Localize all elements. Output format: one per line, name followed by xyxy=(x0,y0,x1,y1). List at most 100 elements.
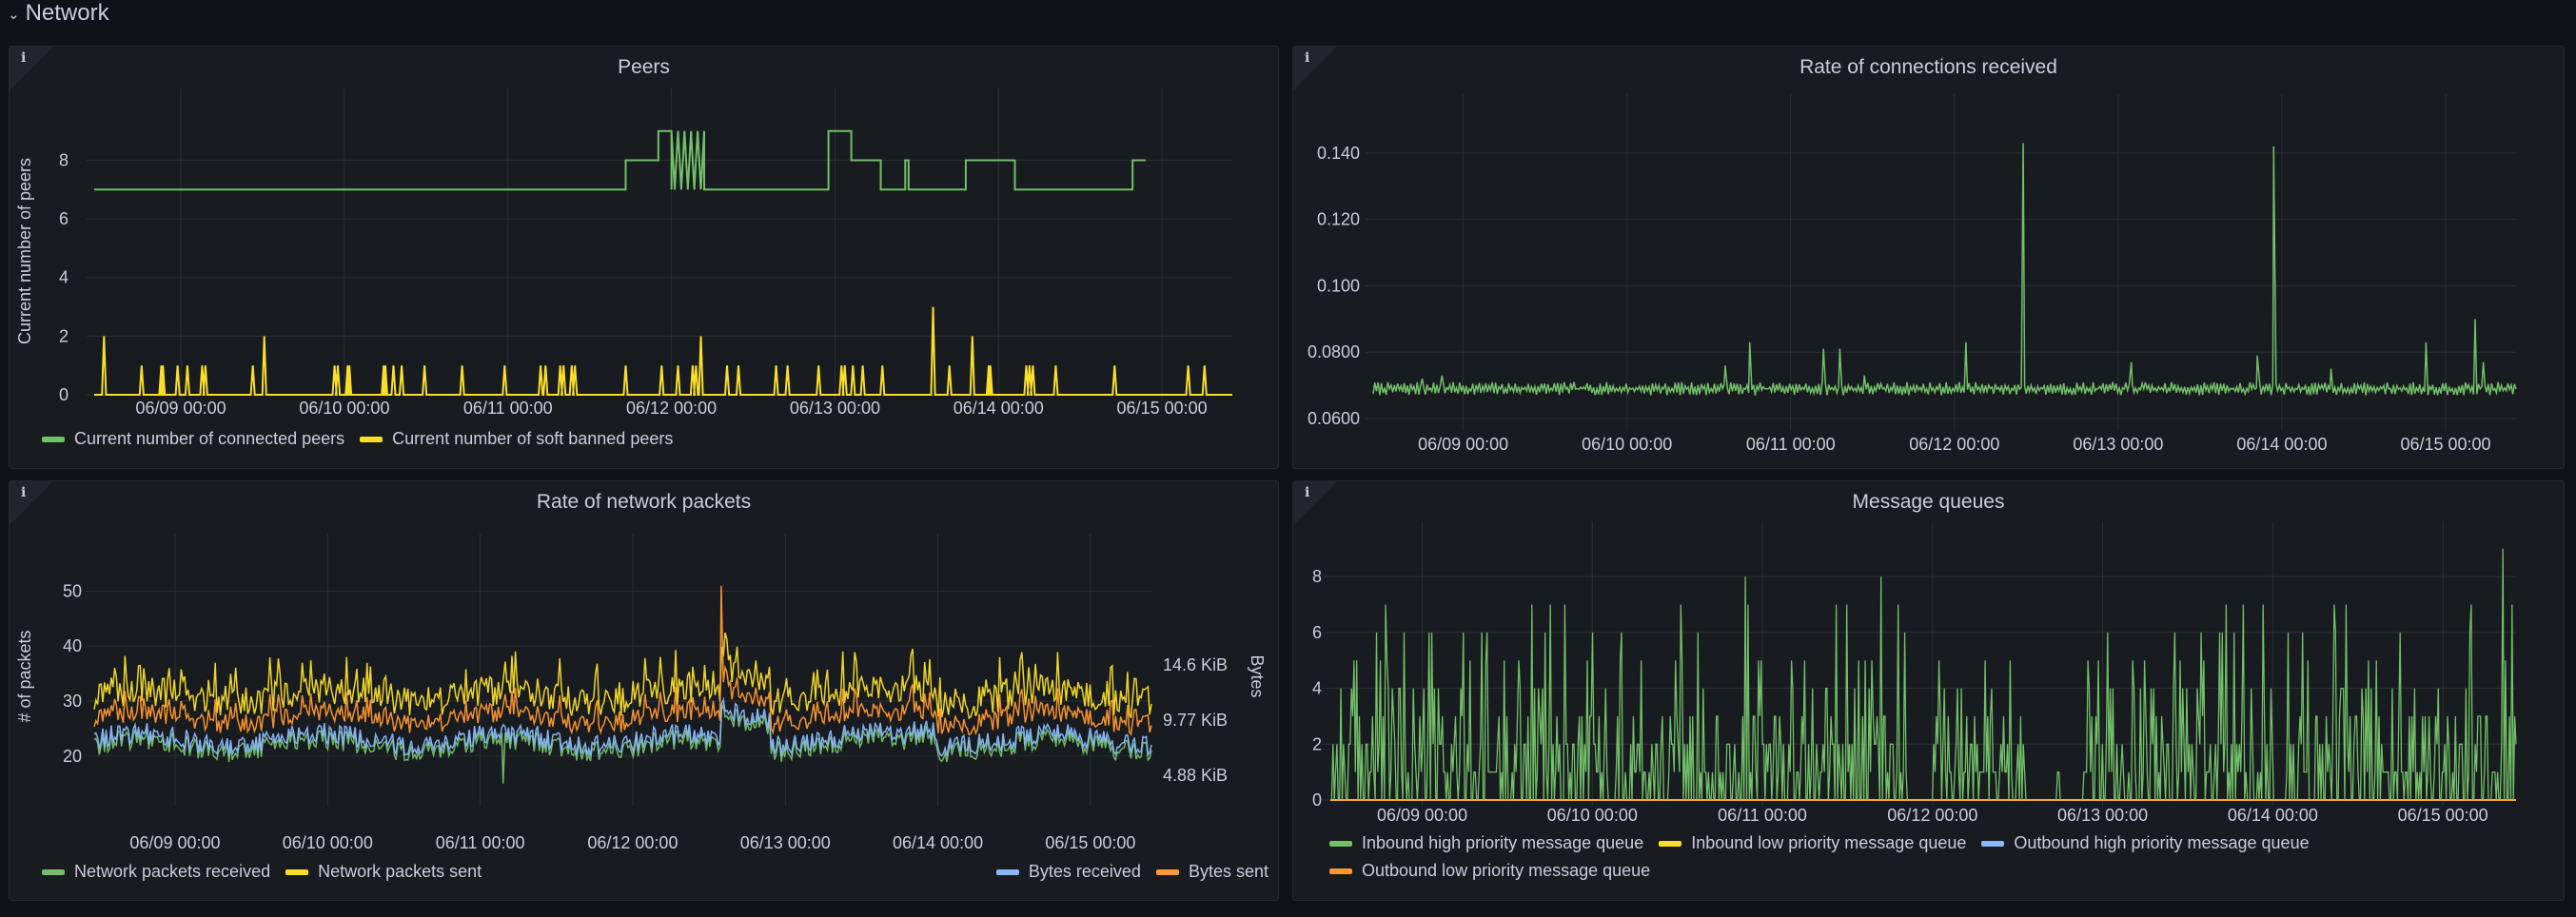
panel-corner xyxy=(1293,47,1337,90)
legend: Current number of connected peers Curren… xyxy=(42,429,673,449)
legend-item-packets-received[interactable]: Network packets received xyxy=(42,862,270,882)
y2-tick-label: 4.88 KiB xyxy=(1163,766,1228,785)
x-tick-label: 06/13 00:00 xyxy=(740,833,831,852)
x-tick-label: 06/15 00:00 xyxy=(1045,833,1135,852)
series-line-soft-banned-peers xyxy=(94,306,1232,396)
panel-rate-of-connections-received[interactable]: i Rate of connections received 06/09 00:… xyxy=(1292,46,2565,469)
panel-title[interactable]: Rate of network packets xyxy=(536,491,752,513)
panel-peers[interactable]: i Peers 06/09 00:00 06/10 00:00 06/11 00:0… xyxy=(9,46,1279,469)
x-tick-label: 06/11 00:00 xyxy=(463,399,553,418)
legend-item-packets-sent[interactable]: Network packets sent xyxy=(285,862,482,882)
x-tick-label: 06/09 00:00 xyxy=(1418,435,1508,454)
y-tick-label: 8 xyxy=(59,150,69,169)
panel-corner xyxy=(1293,481,1337,525)
y-tick-label: 8 xyxy=(1312,567,1322,586)
y-tick-label: 0.0800 xyxy=(1308,342,1360,361)
x-tick-label: 06/14 00:00 xyxy=(954,399,1044,418)
legend-swatch xyxy=(1659,840,1682,847)
message-queues-chart[interactable]: 06/09 00:00 06/10 00:00 06/11 00:00 06/12 0… xyxy=(1293,481,2565,901)
y2-tick-label: 14.6 KiB xyxy=(1163,655,1228,674)
legend-item-connected-peers[interactable]: Current number of connected peers xyxy=(42,429,344,449)
y-axis-label: # of packets xyxy=(15,630,34,722)
x-tick-label: 06/10 00:00 xyxy=(283,833,373,852)
panel-title[interactable]: Message queues xyxy=(1852,491,2005,513)
x-tick-label: 06/12 00:00 xyxy=(1909,435,1999,454)
x-tick-label: 06/14 00:00 xyxy=(2228,806,2318,825)
legend-swatch xyxy=(285,868,309,875)
x-tick-label: 06/10 00:00 xyxy=(299,399,389,418)
x-tick-label: 06/11 00:00 xyxy=(1718,806,1807,825)
legend-swatch xyxy=(1329,840,1352,847)
y-tick-label: 0.100 xyxy=(1317,276,1360,295)
x-tick-label: 06/11 00:00 xyxy=(436,833,525,852)
legend-swatch xyxy=(360,436,383,442)
y-axis-label: Current number of peers xyxy=(15,158,34,344)
info-icon[interactable]: i xyxy=(21,485,27,500)
x-tick-label: 06/14 00:00 xyxy=(893,833,983,852)
panel-message-queues[interactable]: i Message queues 06/09 00:00 06/10 00:00 0… xyxy=(1292,480,2565,901)
x-tick-label: 06/10 00:00 xyxy=(1547,806,1638,825)
info-icon[interactable]: i xyxy=(1305,50,1310,66)
series-line-network-packets-received xyxy=(93,702,1152,784)
peers-chart[interactable]: 06/09 00:00 06/10 00:00 06/11 00:00 06/12 0… xyxy=(10,47,1279,469)
series-line-bytes-sent xyxy=(93,585,1152,737)
info-icon[interactable]: i xyxy=(21,50,27,66)
y-tick-label: 2 xyxy=(1312,734,1322,753)
connections-chart[interactable]: 06/09 00:00 06/10 00:00 06/11 00:00 06/12 0… xyxy=(1293,47,2565,469)
legend-item-inbound-low[interactable]: Inbound low priority message queue xyxy=(1659,833,1966,853)
panel-rate-of-network-packets[interactable]: i Rate of network packets 06/09 00:00 06/… xyxy=(9,480,1279,901)
chevron-down-icon[interactable]: ⌄ xyxy=(8,7,20,23)
legend-swatch xyxy=(1155,868,1179,875)
legend-label: Bytes received xyxy=(1028,862,1141,881)
panel-title[interactable]: Peers xyxy=(618,56,670,78)
panel-corner xyxy=(10,481,53,525)
x-tick-label: 06/15 00:00 xyxy=(1117,399,1208,418)
legend-left: Network packets received Network packets… xyxy=(42,862,482,882)
y-tick-label: 40 xyxy=(63,636,82,655)
y-tick-label: 6 xyxy=(1312,623,1322,642)
legend-label: Current number of soft banned peers xyxy=(392,429,674,448)
legend-swatch xyxy=(1981,840,2005,847)
legend-label: Bytes sent xyxy=(1188,862,1268,881)
series-line-connections-received xyxy=(1372,143,2517,397)
legend-swatch xyxy=(1329,868,1352,874)
y-tick-label: 6 xyxy=(59,209,69,228)
y-tick-label: 2 xyxy=(59,326,69,345)
legend-item-soft-banned-peers[interactable]: Current number of soft banned peers xyxy=(360,429,673,449)
panel-corner xyxy=(10,47,53,90)
legend-label: Current number of connected peers xyxy=(74,429,345,448)
info-icon[interactable]: i xyxy=(1305,485,1310,500)
x-tick-label: 06/12 00:00 xyxy=(1887,806,1977,825)
series-line-connected-peers xyxy=(94,129,1146,191)
legend-label: Inbound high priority message queue xyxy=(1362,833,1644,852)
legend-swatch xyxy=(42,436,65,442)
row-header-network[interactable]: ⌄ Network xyxy=(8,0,109,27)
legend-swatch xyxy=(995,868,1019,875)
x-tick-label: 06/13 00:00 xyxy=(790,399,880,418)
y2-tick-label: 9.77 KiB xyxy=(1163,711,1228,730)
x-tick-label: 06/13 00:00 xyxy=(2057,806,2148,825)
legend-item-outbound-high[interactable]: Outbound high priority message queue xyxy=(1981,833,2310,853)
legend-item-bytes-sent[interactable]: Bytes sent xyxy=(1155,862,1268,882)
x-tick-label: 06/10 00:00 xyxy=(1582,435,1672,454)
legend-item-inbound-high[interactable]: Inbound high priority message queue xyxy=(1329,833,1643,853)
x-tick-label: 06/09 00:00 xyxy=(1377,806,1467,825)
y-tick-label: 0.140 xyxy=(1317,144,1360,163)
row-title: Network xyxy=(25,0,109,26)
legend-item-outbound-low[interactable]: Outbound low priority message queue xyxy=(1329,861,2519,881)
legend-label: Network packets sent xyxy=(318,862,482,881)
series-line-network-packets-sent xyxy=(93,632,1152,720)
y-tick-label: 50 xyxy=(63,581,82,600)
y-tick-label: 0.0600 xyxy=(1308,409,1360,428)
packets-chart[interactable]: 06/09 00:00 06/10 00:00 06/11 00:00 06/12 0… xyxy=(10,481,1279,901)
x-tick-label: 06/15 00:00 xyxy=(2400,435,2490,454)
legend: Inbound high priority message queue Inbo… xyxy=(1329,833,2519,881)
legend-label: Network packets received xyxy=(74,862,271,881)
series-line-bytes-received xyxy=(93,696,1152,757)
y-tick-label: 0.120 xyxy=(1317,210,1360,229)
x-tick-label: 06/12 00:00 xyxy=(587,833,678,852)
panel-title[interactable]: Rate of connections received xyxy=(1799,56,2057,78)
y-tick-label: 4 xyxy=(59,268,69,287)
legend-item-bytes-received[interactable]: Bytes received xyxy=(995,862,1141,882)
y-tick-label: 20 xyxy=(63,747,82,766)
